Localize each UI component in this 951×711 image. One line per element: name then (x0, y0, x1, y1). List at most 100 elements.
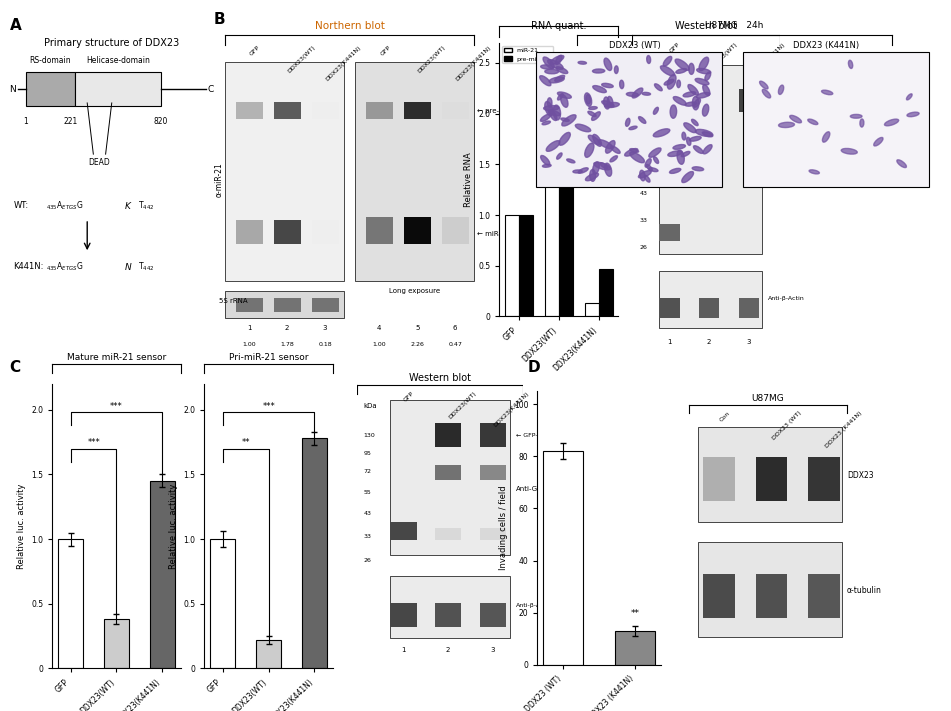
Ellipse shape (548, 60, 563, 70)
Ellipse shape (567, 159, 575, 163)
Text: **: ** (242, 438, 250, 447)
Bar (699, 89, 719, 112)
Text: ***: *** (87, 438, 100, 447)
Ellipse shape (685, 102, 696, 106)
Text: Con: Con (719, 410, 731, 422)
Ellipse shape (555, 55, 562, 65)
Text: N: N (9, 85, 15, 94)
Ellipse shape (610, 156, 617, 162)
Ellipse shape (653, 129, 670, 137)
Text: DDX23 (K441N): DDX23 (K441N) (825, 410, 863, 449)
Ellipse shape (605, 102, 619, 107)
Bar (104, 619, 129, 668)
Bar (808, 574, 840, 619)
Bar (435, 424, 461, 447)
Ellipse shape (689, 137, 701, 141)
Bar (435, 528, 461, 540)
Ellipse shape (602, 101, 614, 107)
Ellipse shape (676, 68, 687, 73)
Bar (256, 640, 281, 668)
Bar (739, 298, 759, 319)
Text: Primary structure of DDX23: Primary structure of DDX23 (44, 38, 180, 48)
Ellipse shape (548, 98, 552, 107)
Text: DDX23(K441N): DDX23(K441N) (494, 390, 531, 428)
Ellipse shape (556, 67, 568, 73)
Text: Anti-β-Actin: Anti-β-Actin (516, 603, 553, 608)
Bar (274, 298, 301, 311)
Bar (312, 220, 339, 244)
Ellipse shape (541, 65, 553, 69)
Text: 1: 1 (667, 338, 671, 345)
Text: T$_{442}$: T$_{442}$ (138, 260, 155, 273)
Ellipse shape (760, 81, 768, 89)
Ellipse shape (663, 56, 671, 66)
Bar (480, 528, 506, 540)
Bar (210, 539, 236, 668)
Ellipse shape (585, 143, 594, 157)
Ellipse shape (692, 97, 699, 110)
Ellipse shape (675, 59, 689, 70)
Bar (697, 542, 842, 637)
Text: ***: *** (110, 402, 123, 411)
Text: DDX23 (WT): DDX23 (WT) (610, 41, 661, 50)
Bar (659, 298, 680, 319)
Ellipse shape (884, 119, 899, 126)
Text: 95: 95 (640, 120, 648, 125)
Text: 221: 221 (64, 117, 78, 126)
Ellipse shape (906, 94, 912, 100)
Text: 4: 4 (378, 325, 381, 331)
Text: Northern blot: Northern blot (315, 21, 384, 31)
Bar (26, 73, 75, 107)
Text: Anti-GFP: Anti-GFP (768, 177, 798, 183)
Ellipse shape (543, 57, 554, 69)
Text: DDX23 (K441N): DDX23 (K441N) (792, 41, 859, 50)
Text: DDX23(K441N): DDX23(K441N) (748, 41, 786, 78)
Ellipse shape (638, 171, 651, 178)
Bar (545, 136, 558, 316)
Ellipse shape (660, 65, 674, 76)
Text: 1: 1 (401, 648, 405, 653)
Ellipse shape (823, 132, 830, 142)
Ellipse shape (696, 92, 710, 98)
Text: U87MG   24h: U87MG 24h (706, 21, 764, 30)
Text: 95: 95 (363, 451, 371, 456)
Ellipse shape (695, 78, 708, 85)
Ellipse shape (620, 80, 624, 89)
Bar (224, 292, 344, 319)
Text: Helicase-domain: Helicase-domain (86, 56, 150, 65)
Ellipse shape (779, 122, 794, 127)
Ellipse shape (689, 63, 694, 75)
Ellipse shape (630, 149, 639, 152)
Ellipse shape (578, 168, 589, 173)
Ellipse shape (550, 55, 564, 64)
Bar (301, 438, 327, 668)
Text: GFP: GFP (403, 390, 416, 402)
Ellipse shape (668, 75, 676, 89)
Ellipse shape (556, 153, 562, 159)
Text: Western blot: Western blot (675, 21, 737, 31)
Bar (615, 631, 655, 665)
Bar (585, 303, 599, 316)
Ellipse shape (645, 159, 651, 167)
Bar (480, 465, 506, 480)
Bar (390, 603, 417, 626)
Ellipse shape (697, 68, 710, 74)
Text: GFP: GFP (379, 45, 392, 57)
Ellipse shape (625, 149, 638, 156)
Ellipse shape (677, 80, 681, 87)
Ellipse shape (688, 85, 698, 95)
Text: 3: 3 (322, 325, 327, 331)
Title: Pri-miR-21 sensor: Pri-miR-21 sensor (229, 353, 308, 363)
Ellipse shape (703, 105, 708, 116)
Text: 5S rRNA: 5S rRNA (220, 299, 248, 304)
Text: 0.47: 0.47 (448, 342, 462, 347)
Text: C: C (10, 360, 21, 375)
Ellipse shape (588, 111, 596, 117)
Bar (355, 62, 475, 281)
Bar (441, 217, 469, 244)
Text: DDX23(K441N): DDX23(K441N) (325, 45, 362, 82)
Ellipse shape (677, 150, 685, 164)
Bar (390, 400, 510, 555)
Ellipse shape (592, 134, 601, 146)
Text: ***: *** (262, 402, 275, 411)
